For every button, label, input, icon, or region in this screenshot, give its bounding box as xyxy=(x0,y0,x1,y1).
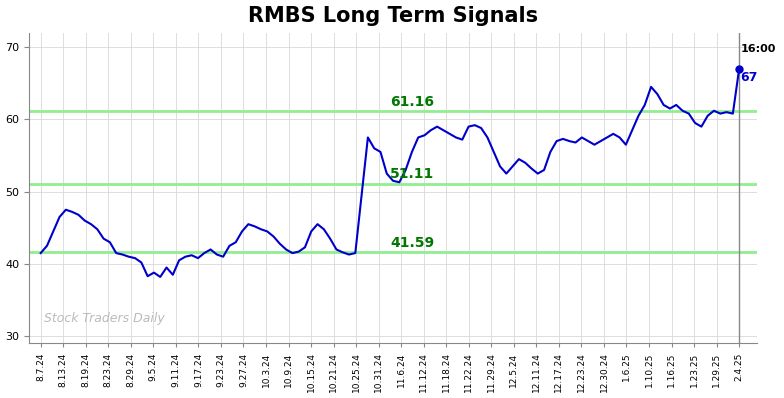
Title: RMBS Long Term Signals: RMBS Long Term Signals xyxy=(249,6,539,25)
Text: 41.59: 41.59 xyxy=(390,236,434,250)
Text: 51.11: 51.11 xyxy=(390,168,434,181)
Text: 16:00: 16:00 xyxy=(740,43,775,53)
Text: 67: 67 xyxy=(740,71,757,84)
Text: Stock Traders Daily: Stock Traders Daily xyxy=(44,312,165,325)
Text: 61.16: 61.16 xyxy=(390,95,434,109)
